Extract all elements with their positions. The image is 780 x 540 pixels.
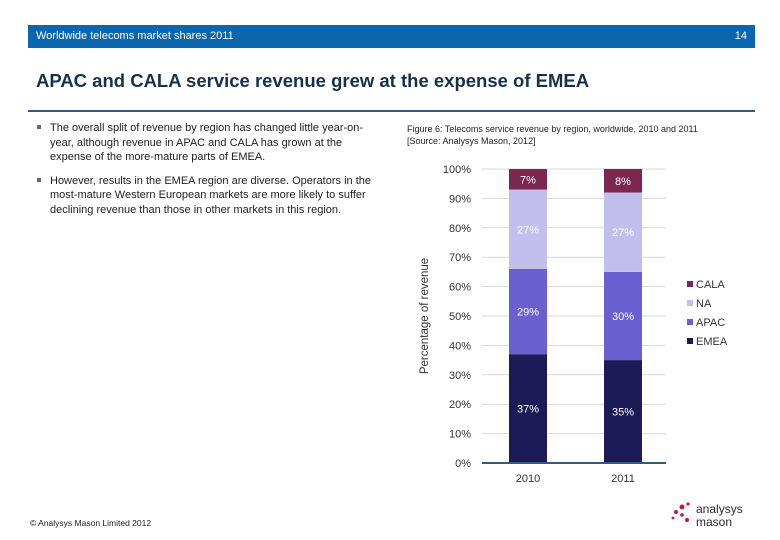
y-tick-label: 20%	[449, 399, 471, 411]
data-label: 7%	[520, 174, 536, 186]
header-bar: Worldwide telecoms market shares 2011 14	[28, 25, 755, 48]
x-tick-label: 2010	[516, 473, 540, 485]
legend-label: NA	[696, 298, 712, 310]
legend-swatch	[687, 281, 693, 287]
y-tick-label: 90%	[449, 193, 471, 205]
caption-text: Figure 6: Telecoms service revenue by re…	[407, 124, 698, 134]
page-number: 14	[734, 30, 747, 42]
data-label: 37%	[517, 404, 539, 416]
header-title: Worldwide telecoms market shares 2011	[36, 30, 234, 42]
x-tick-label: 2011	[611, 473, 635, 485]
legend-label: CALA	[696, 279, 725, 291]
slide-title: APAC and CALA service revenue grew at th…	[36, 70, 590, 91]
figure-caption: Figure 6: Telecoms service revenue by re…	[407, 123, 698, 147]
y-tick-label: 70%	[449, 252, 471, 264]
y-axis-label: Percentage of revenue	[419, 258, 431, 374]
bar-segment	[509, 268, 547, 355]
y-tick-label: 50%	[449, 311, 471, 323]
y-tick-label: 10%	[449, 429, 471, 441]
data-label: 35%	[612, 407, 634, 419]
data-label: 30%	[612, 311, 634, 323]
y-tick-label: 80%	[449, 223, 471, 235]
title-divider	[28, 110, 755, 112]
y-tick-label: 100%	[443, 164, 471, 176]
bullet-list: The overall split of revenue by region h…	[36, 121, 376, 226]
bar-segment	[509, 354, 547, 463]
y-tick-label: 40%	[449, 340, 471, 352]
bar-segment	[509, 169, 547, 190]
bullet-item: However, results in the EMEA region are …	[36, 174, 376, 218]
legend-label: APAC	[696, 317, 725, 329]
data-label: 8%	[615, 176, 631, 188]
bar-segment	[604, 169, 642, 193]
legend-swatch	[687, 338, 693, 344]
bar-segment	[604, 271, 642, 361]
data-label: 29%	[517, 307, 539, 319]
data-label: 27%	[612, 227, 634, 239]
bullet-item: The overall split of revenue by region h…	[36, 121, 376, 165]
legend-label: EMEA	[696, 336, 728, 348]
logo-text: analysys	[696, 502, 743, 516]
legend-swatch	[687, 300, 693, 306]
bar-segment	[509, 189, 547, 269]
analysys-mason-logo: analysys mason	[671, 502, 743, 529]
logo-text: mason	[696, 515, 732, 529]
caption-source: [Source: Analysys Mason, 2012]	[407, 136, 536, 146]
legend-swatch	[687, 319, 693, 325]
y-tick-label: 30%	[449, 370, 471, 382]
bar-segment	[604, 360, 642, 463]
y-tick-label: 60%	[449, 282, 471, 294]
data-label: 27%	[517, 224, 539, 236]
copyright: © Analysys Mason Limited 2012	[30, 518, 152, 528]
bar-segment	[604, 192, 642, 272]
y-tick-label: 0%	[455, 458, 471, 470]
